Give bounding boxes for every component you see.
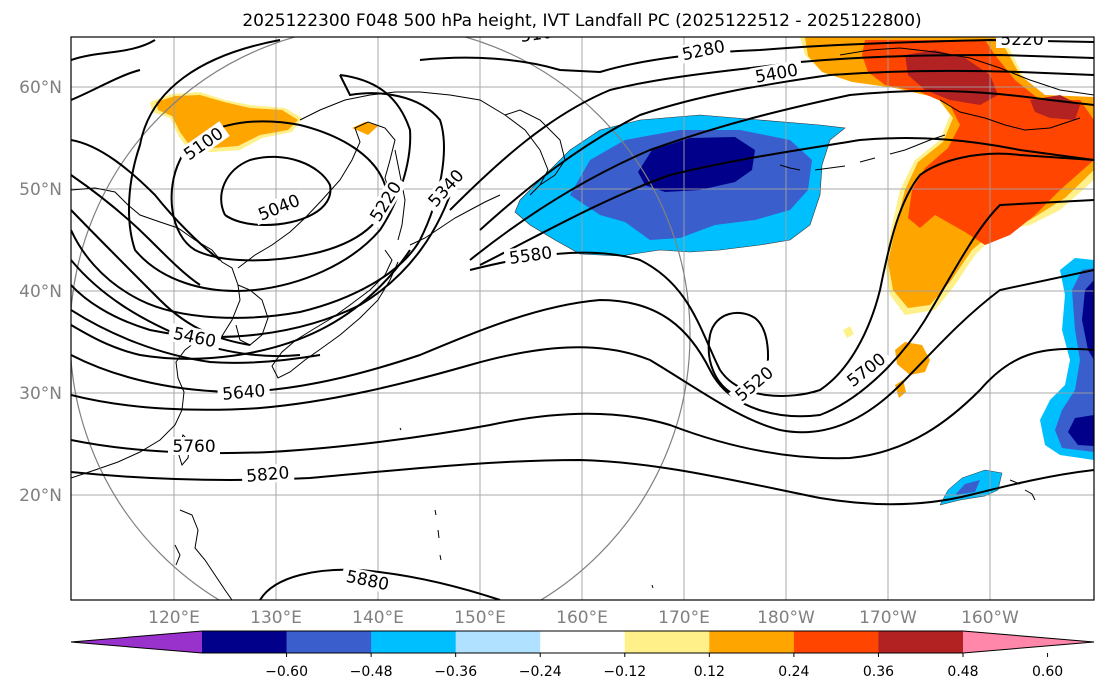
colorbar-segment [709,631,795,653]
landfall-region-circle [71,37,691,600]
shade-pos-small [352,122,378,135]
coast-alaska [839,47,1094,131]
contour-5580 [71,152,1094,397]
coast-islands-small [399,427,654,589]
colorbar-tick-label: 0.48 [947,664,978,680]
colorbar-tick-label: 0.60 [1032,664,1063,680]
colorbar-outline [70,630,1095,654]
colorbar-segment [455,631,541,653]
gridlines [71,37,1094,600]
contour-5160 [128,39,412,292]
shade-pos-asia [156,95,298,148]
coast-russia-pacific [237,121,396,269]
shade-pos-small3 [843,326,854,338]
colorbar-tick-label: −0.24 [519,664,562,680]
shade-neg-east-core [1082,280,1094,360]
coast-kamchatka [504,109,566,186]
coast-kuriles [409,194,501,246]
contour-label: 5640 [221,381,266,405]
colorbar-segment [878,631,964,653]
lat-tick: 50°N [19,180,62,200]
contour-5460 [71,89,1094,346]
colorbar-tick-label: −0.60 [265,664,308,680]
lat-tick: 60°N [19,78,62,98]
coast-aleutians [779,134,946,171]
coast-okhotsk [299,91,549,196]
height-contours [71,38,1094,600]
colorbar-segment [793,631,879,653]
lon-tick: 170°W [859,608,917,628]
shade-neg-hawaii [955,480,980,495]
coast-philippines [174,509,233,600]
lon-tick: 150°E [454,608,506,628]
lat-tick: 30°N [19,384,62,404]
longitude-labels: 120°E 130°E 140°E 150°E 160°E 170°E 180°… [148,608,1019,628]
coast-japan [271,249,399,379]
lon-tick: 160°W [961,608,1019,628]
coast-sakhalin [394,149,406,241]
colorbar-segment [540,631,626,653]
shade-neg-east-core2 [1068,415,1094,446]
contour-label: 5100 [519,21,565,47]
contour-label: 5220 [1000,30,1043,50]
lon-tick: 160°E [556,608,608,628]
colorbar-tick-label: 0.36 [863,664,894,680]
lon-tick: 130°E [250,608,302,628]
lat-tick: 40°N [19,282,62,302]
colorbar-tick-label: −0.12 [603,664,646,680]
colorbar-tick-label: −0.36 [434,664,477,680]
colorbar-tick-label: −0.48 [350,664,393,680]
map-area: 5100 5280 5220 5400 5100 5040 [71,21,1094,600]
colorbar-extend-low [71,631,202,653]
colorbar-segment [371,631,457,653]
coastlines [71,47,1094,600]
contour-label: 5820 [245,463,290,487]
map-frame [70,36,1095,601]
contour-label: 5760 [172,437,215,457]
lon-tick: 180°W [757,608,815,628]
contour-5700 [71,269,1094,434]
colorbar-extend-high [963,631,1094,653]
latitude-labels: 60°N 50°N 40°N 30°N 20°N [19,78,62,506]
colorbar: −0.60 −0.48 −0.36 −0.24 −0.12 0.12 0.24 0.36 0.4… [70,630,1095,680]
colorbar-segment [624,631,710,653]
contour-5400 [71,69,1094,286]
colorbar-ticks: −0.60 −0.48 −0.36 −0.24 −0.12 0.12 0.24 0.36 0.4… [265,653,1063,680]
colorbar-tick-label: 0.24 [778,664,809,680]
lon-tick: 170°E [658,608,710,628]
shade-neg-core [638,137,755,192]
colorbar-segment [202,631,288,653]
contour-5220 [71,39,445,319]
coast-korea [235,284,269,346]
map-title: 2025122300 F048 500 hPa height, IVT Land… [242,11,921,31]
colorbar-segments [70,630,1095,654]
contour-5040 [220,155,332,227]
coast-asia-mainland [71,187,241,479]
lon-tick: 140°E [352,608,404,628]
lon-tick: 120°E [148,608,200,628]
colorbar-segment [286,631,372,653]
contour-5760 [71,347,1094,460]
lat-tick: 20°N [19,486,62,506]
colorbar-tick-label: 0.12 [694,664,725,680]
contour-5340 [71,53,1094,360]
